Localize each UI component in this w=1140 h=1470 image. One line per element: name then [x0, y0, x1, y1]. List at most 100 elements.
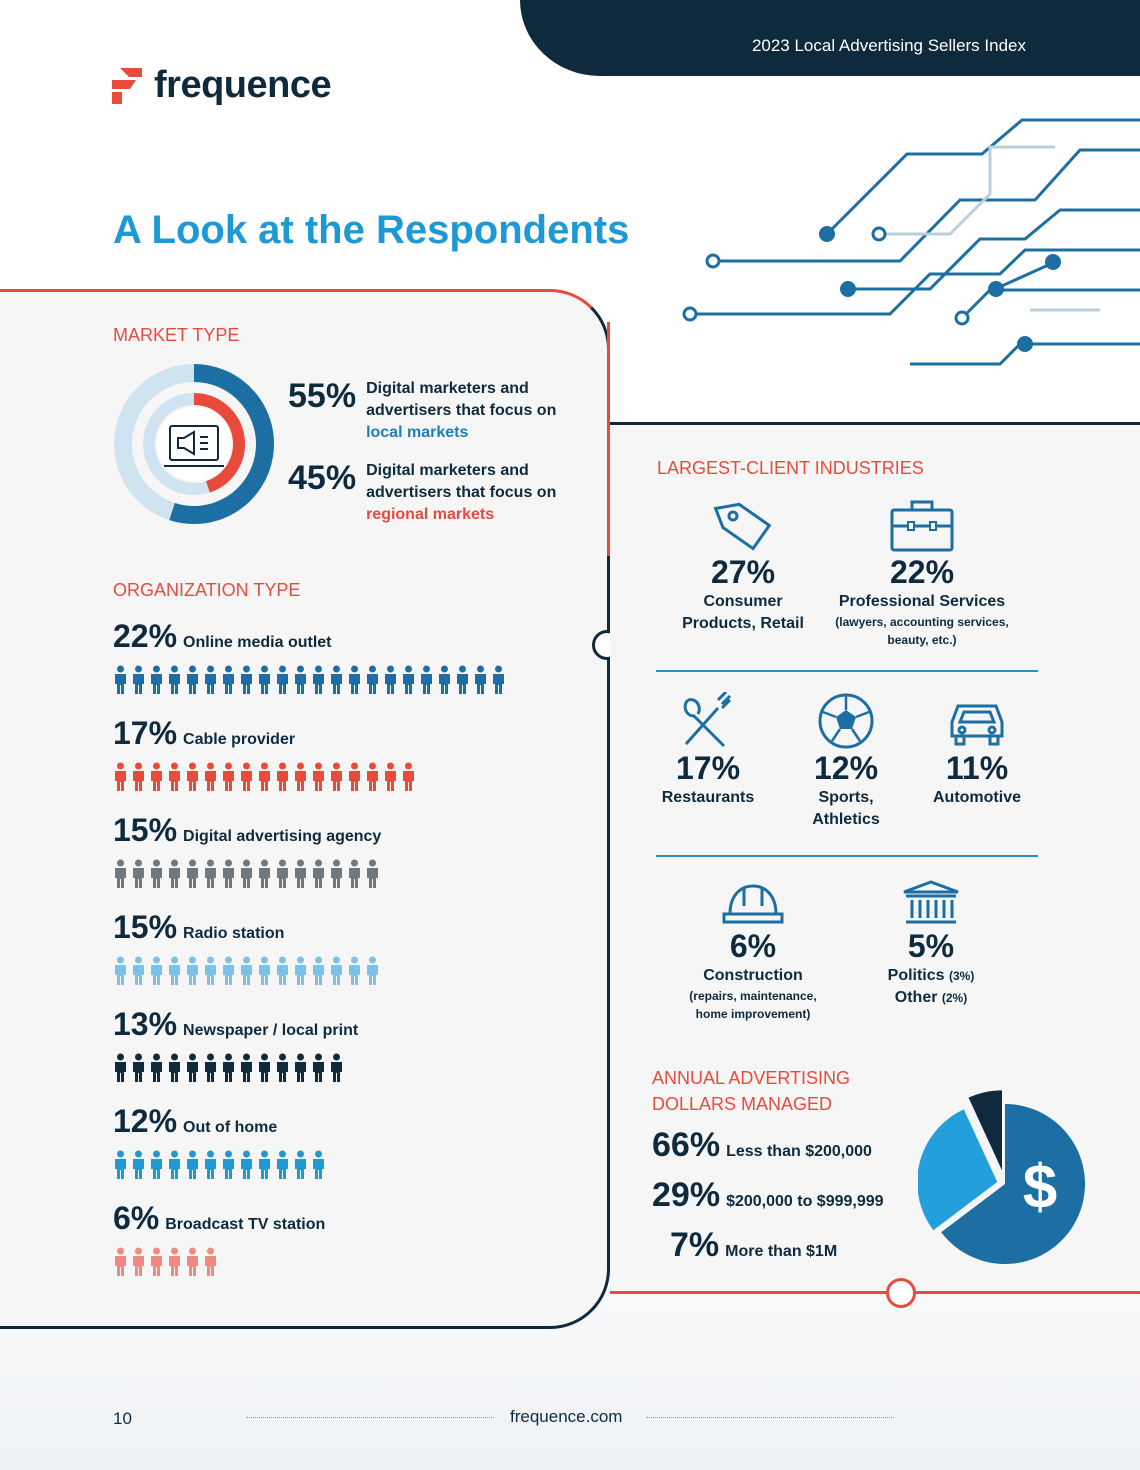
person-icon [133, 1053, 144, 1082]
other-note: (2%) [941, 991, 968, 1005]
person-icon [169, 665, 180, 694]
person-icon [133, 1247, 144, 1276]
organization-row: 22% Online media outlet [113, 618, 506, 695]
pie-slice [941, 1104, 1085, 1264]
person-icon [367, 859, 378, 888]
market-local-pct: 55% [288, 377, 357, 415]
market-regional-arc [193, 393, 245, 493]
person-icon [223, 762, 234, 791]
person-icon [295, 956, 306, 985]
market-regional-row: 45% Digital marketers and advertisers th… [288, 460, 566, 526]
market-local-row: 55% Digital marketers and advertisers th… [288, 378, 566, 444]
industry-politics-other: 5% Politics (3%) Other (2%) [868, 878, 994, 1009]
circuit-decoration-icon [682, 118, 1140, 366]
person-icon [133, 956, 144, 985]
advertising-pct: 7% [670, 1226, 720, 1264]
person-icon [187, 1053, 198, 1082]
left-panel [0, 289, 610, 1329]
person-icon [205, 665, 216, 694]
person-icon [151, 762, 162, 791]
market-local-arc [169, 364, 274, 524]
person-icon [133, 665, 144, 694]
person-icon [223, 956, 234, 985]
organization-row-text: 17% Cable provider [113, 715, 416, 752]
organization-row-text: 15% Radio station [113, 909, 380, 946]
advertising-pie-chart: $ [918, 1090, 1085, 1264]
organization-pct: 13% [113, 1006, 178, 1042]
organization-row-text: 6% Broadcast TV station [113, 1200, 325, 1237]
market-type-donut [114, 364, 274, 524]
person-icon [259, 1150, 270, 1179]
organization-type-heading: ORGANIZATION TYPE [113, 580, 301, 600]
person-icon [313, 956, 324, 985]
person-icon [223, 665, 234, 694]
right-panel-connector-dot [886, 1278, 916, 1308]
industry-restaurants: 17% Restaurants [652, 692, 764, 809]
person-icon [223, 1150, 234, 1179]
industry-professional-services: 22% Professional Services (lawyers, acco… [826, 498, 1018, 649]
person-icon [313, 859, 324, 888]
person-icon [205, 1247, 216, 1276]
politics-note: (3%) [949, 969, 975, 983]
footer-dotted-line-right [646, 1417, 894, 1418]
person-icon [349, 859, 360, 888]
person-icon [115, 665, 126, 694]
industry-label: Professional Services [838, 593, 1006, 610]
person-icon [349, 665, 360, 694]
person-icon [403, 665, 414, 694]
person-icon [295, 665, 306, 694]
soccer-ball-icon [818, 693, 874, 749]
politics-label: Politics [887, 967, 945, 984]
person-icon [313, 1053, 324, 1082]
person-icon [277, 859, 288, 888]
industry-pct: 5% [907, 928, 955, 964]
person-icon [133, 859, 144, 888]
organization-row-text: 12% Out of home [113, 1103, 326, 1140]
person-icon [115, 859, 126, 888]
person-icon [205, 1150, 216, 1179]
market-local-desc: Digital marketers and advertisers that f… [366, 378, 566, 444]
advertising-pct: 66% [652, 1126, 721, 1164]
industry-label: Sports, Athletics [812, 789, 880, 828]
advertising-pct: 29% [652, 1176, 721, 1214]
person-icon [295, 1150, 306, 1179]
industry-divider [656, 670, 1038, 672]
person-icon [151, 1053, 162, 1082]
person-icon [259, 956, 270, 985]
industry-sub: (repairs, maintenance, home improvement) [689, 989, 817, 1021]
person-icon [493, 665, 504, 694]
person-icon [295, 859, 306, 888]
person-icon [187, 859, 198, 888]
person-icon [205, 956, 216, 985]
person-icon [277, 665, 288, 694]
person-icon [277, 1150, 288, 1179]
market-regional-highlight: regional markets [366, 506, 495, 523]
car-icon [950, 704, 1004, 746]
industry-label: Construction [703, 967, 803, 984]
person-icon [115, 762, 126, 791]
person-icon [115, 1247, 126, 1276]
laptop-megaphone-icon [164, 425, 224, 467]
hard-hat-icon [722, 884, 784, 924]
person-icon [295, 1053, 306, 1082]
market-local-highlight: local markets [366, 424, 469, 441]
person-icon [259, 762, 270, 791]
organization-pct: 15% [113, 909, 178, 945]
industry-pct: 27% [710, 554, 776, 590]
organization-row: 13% Newspaper / local print [113, 1006, 358, 1083]
person-icon [331, 1053, 342, 1082]
person-icon [349, 762, 360, 791]
person-icon [205, 859, 216, 888]
panel-accent-edge [607, 322, 610, 556]
people-icon-row [113, 956, 380, 986]
footer-url[interactable]: frequence.com [510, 1407, 623, 1426]
advertising-label: $200,000 to $999,999 [726, 1193, 884, 1210]
person-icon [205, 762, 216, 791]
person-icon [151, 665, 162, 694]
organization-label: Broadcast TV station [165, 1216, 326, 1233]
person-icon [403, 762, 414, 791]
price-tag-icon [713, 502, 772, 551]
organization-row: 15% Digital advertising agency [113, 812, 381, 889]
person-icon [169, 1247, 180, 1276]
person-icon [277, 1053, 288, 1082]
